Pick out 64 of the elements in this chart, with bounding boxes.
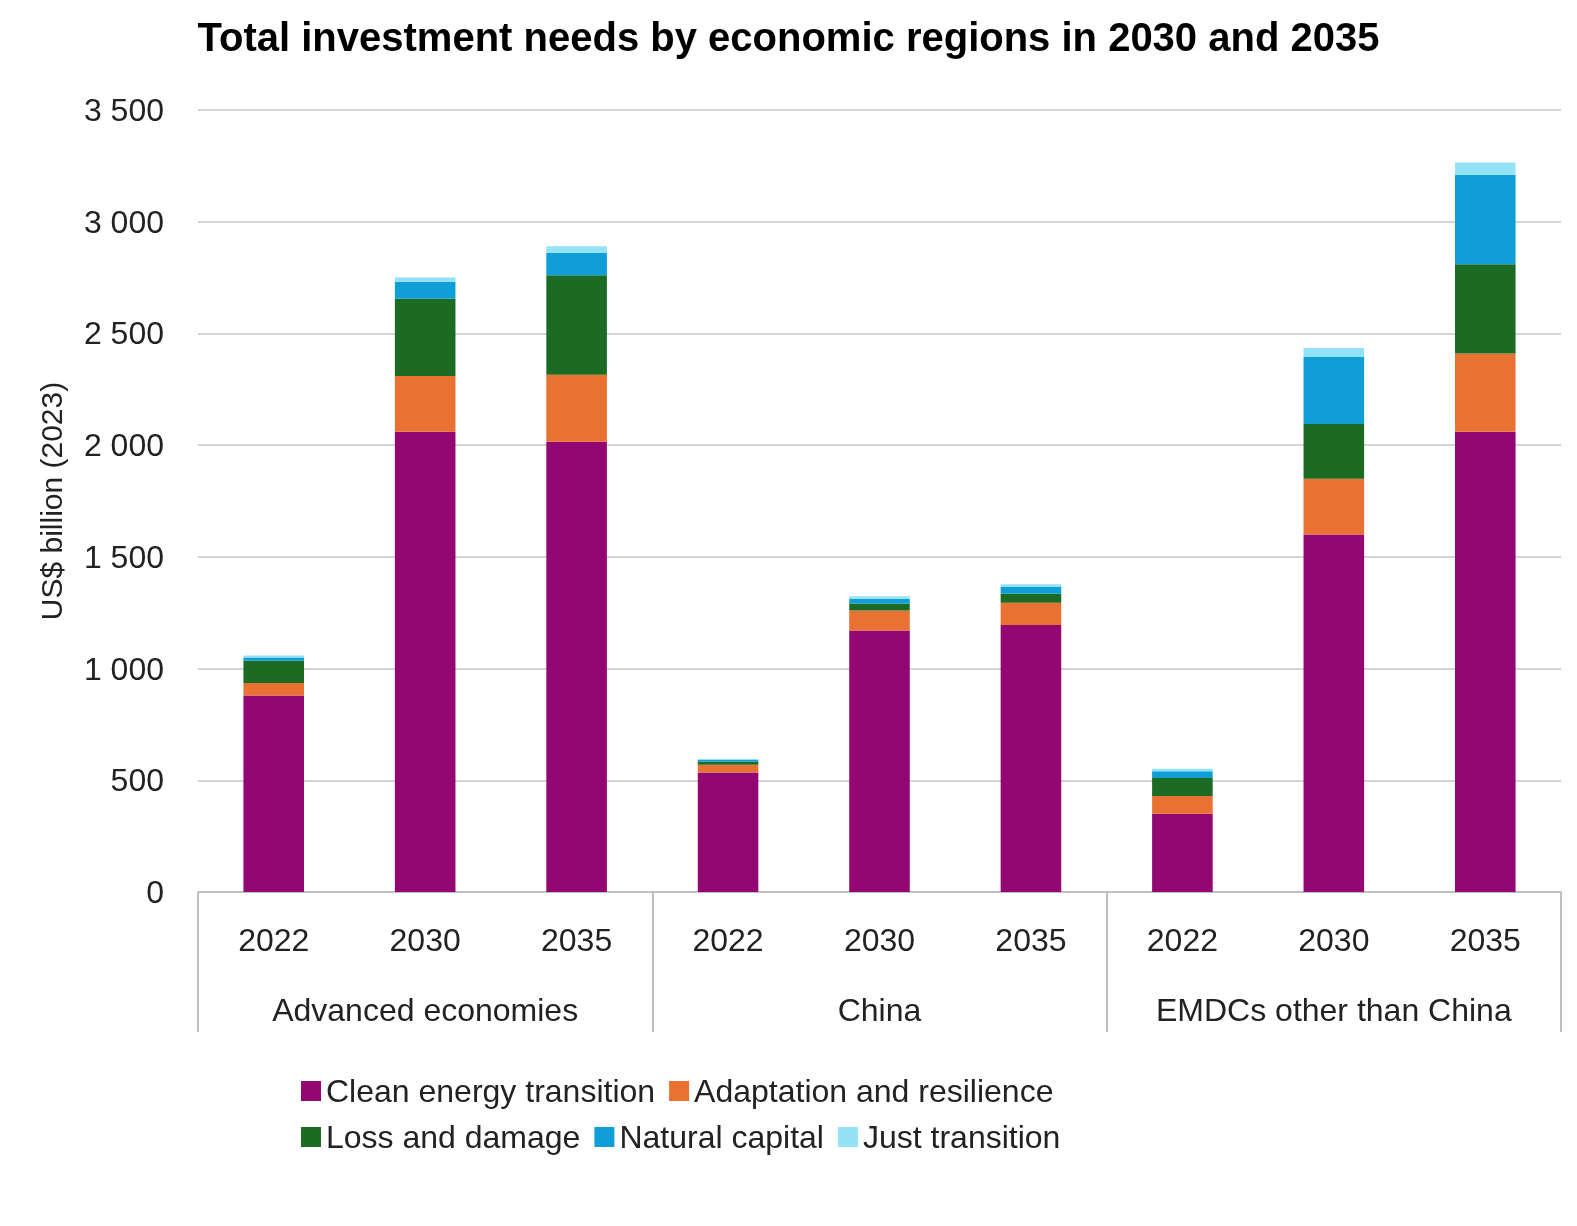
text: EMDCs other than China [1155, 992, 1512, 1028]
bar [1303, 478, 1365, 535]
y-tick-label: 1 500 [83, 538, 164, 575]
bar [1454, 264, 1516, 354]
y-tick-label: 2 500 [83, 315, 164, 352]
x-tick-label: 2022 [238, 922, 310, 958]
y-tick-label: 0 [146, 874, 164, 910]
bar [1303, 356, 1365, 424]
bar [546, 374, 607, 442]
bar [1152, 813, 1213, 892]
x-tick-label: 2030 [843, 922, 916, 958]
bar [243, 660, 305, 684]
bar [1000, 587, 1062, 594]
bar [546, 252, 607, 276]
text: Advanced economies [272, 992, 579, 1028]
y-tick-label: 2 000 [83, 427, 164, 464]
legend-label: Natural capital [619, 1119, 824, 1155]
x-tick-label: 2022 [692, 922, 764, 958]
bar [1000, 602, 1062, 625]
bar [1454, 174, 1516, 265]
bar [1303, 347, 1365, 357]
bar [697, 772, 759, 892]
legend-label: Just transition [862, 1119, 1061, 1155]
x-tick-label: 2035 [541, 922, 613, 958]
bar [1152, 771, 1213, 779]
legend-label: Clean energy transition [326, 1073, 656, 1109]
bar [849, 610, 910, 631]
x-tick-label: 2035 [995, 922, 1067, 958]
bar [546, 246, 607, 253]
y-tick-label: 500 [110, 762, 164, 799]
bar [849, 598, 910, 604]
bar [394, 282, 456, 299]
bar [1454, 431, 1516, 892]
bar [243, 683, 305, 696]
x-tick-label: 2035 [1449, 922, 1521, 958]
bar [1454, 353, 1516, 432]
bar [546, 441, 607, 892]
bar [1303, 534, 1365, 892]
bar [1454, 162, 1516, 175]
x-tick-label: 2030 [389, 922, 461, 958]
legend-label: Loss and damage [326, 1119, 581, 1155]
bar [849, 630, 910, 892]
x-tick-label: 2022 [1146, 922, 1218, 958]
bar [546, 275, 607, 375]
y-tick-label: 1 000 [83, 650, 164, 687]
bar [1000, 584, 1062, 588]
text: China [837, 992, 922, 1028]
bar [1000, 593, 1062, 603]
y-axis-title: US$ billion (2023) [34, 381, 68, 621]
y-tick-label: 3 500 [83, 92, 164, 128]
bar [394, 298, 456, 376]
bar [1152, 795, 1213, 814]
bar [849, 603, 910, 611]
bar [1152, 778, 1213, 796]
bar [243, 695, 305, 892]
bar [394, 375, 456, 432]
chart-title: Total investment needs by economic regions in 2030 and 2035 [197, 15, 1380, 59]
x-tick-label: 2030 [1298, 922, 1370, 958]
y-tick-label: 3 000 [83, 203, 164, 240]
legend-label: Adaptation and resilience [694, 1073, 1054, 1109]
bar [394, 431, 456, 892]
bar [1303, 423, 1365, 479]
bar [849, 596, 910, 599]
bar [1000, 625, 1062, 892]
